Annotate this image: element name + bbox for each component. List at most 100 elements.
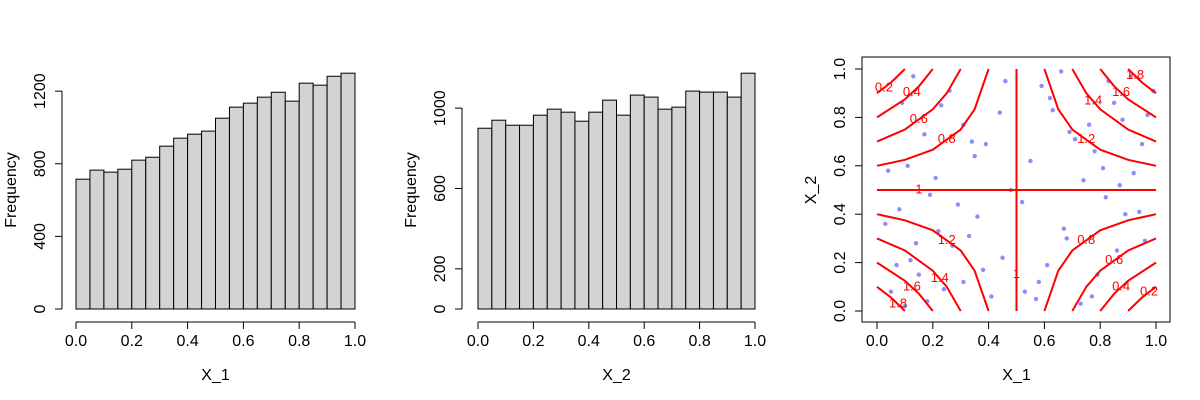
bar (491, 119, 507, 310)
contour-line (1127, 286, 1157, 312)
x-axis-label: X_2 (602, 367, 631, 384)
point (1092, 149, 1097, 154)
contour-label: 1.4 (931, 270, 949, 285)
contour-line (1071, 237, 1157, 312)
contour-line (1043, 68, 1157, 167)
point (955, 202, 961, 207)
point (1137, 209, 1142, 214)
contour-line (876, 68, 962, 143)
y-tick-label: 0.2 (832, 251, 849, 273)
y-tick-label: 0.6 (832, 155, 849, 177)
point (972, 153, 977, 159)
point (1050, 107, 1055, 113)
contour-label: 0.4 (1112, 279, 1130, 294)
y-axis-label: Frequency (3, 152, 20, 228)
point (1089, 294, 1095, 299)
point (1072, 136, 1078, 142)
point (883, 221, 888, 227)
point (902, 303, 908, 309)
contour-label: 0.2 (875, 79, 893, 94)
x-tick-label: 0.4 (578, 333, 600, 350)
point (911, 74, 916, 79)
point (975, 214, 980, 219)
bar (75, 178, 91, 310)
point (1036, 279, 1042, 285)
point (897, 207, 902, 212)
y-tick-label: 800 (32, 150, 49, 177)
bar (505, 124, 521, 310)
point (941, 287, 947, 292)
contour-label: 0.8 (938, 131, 956, 146)
x-tick-label: 0.8 (688, 333, 710, 350)
point (966, 233, 972, 239)
point (1139, 141, 1145, 147)
bar (712, 91, 728, 310)
point (961, 279, 966, 285)
point (1117, 182, 1122, 188)
point (885, 168, 891, 173)
contour-label: 1.6 (903, 279, 921, 294)
point (936, 228, 941, 234)
y-tick-label: 1.0 (832, 58, 849, 80)
panel: 0.0 0.2 0.4 0.6 0.8 1.0 0 200 600 1000 X_2 Frequenc… (403, 72, 766, 384)
bar (145, 156, 161, 310)
contour-line (876, 68, 934, 119)
bar (131, 159, 147, 310)
contour-label: 1.8 (889, 296, 907, 311)
bar (602, 99, 618, 310)
point (1103, 195, 1108, 200)
bar (159, 145, 175, 310)
point (1123, 212, 1128, 217)
x-tick-label: 1.0 (344, 333, 366, 350)
bar (616, 114, 631, 310)
bar (643, 96, 659, 310)
contour-line (876, 68, 990, 167)
bar (574, 120, 590, 310)
bar (201, 130, 217, 310)
contour-label: 1.8 (1126, 67, 1144, 82)
y-tick-label: 0 (432, 304, 449, 313)
bar (215, 117, 230, 310)
bar (532, 114, 548, 310)
bar (477, 127, 493, 310)
point (1028, 158, 1033, 164)
bar (726, 96, 742, 310)
y-axis-label: Frequency (403, 152, 420, 228)
y-tick-label: 1000 (432, 90, 449, 126)
contour-line (1127, 68, 1157, 94)
bar (173, 137, 189, 310)
point (1128, 74, 1134, 79)
point (1033, 296, 1039, 302)
bar (89, 169, 105, 310)
bar (117, 168, 133, 310)
y-tick-label: 0.8 (832, 106, 849, 128)
x-tick-label: 0.2 (922, 333, 944, 350)
bar (326, 75, 342, 310)
contour-line (876, 237, 962, 312)
x-tick-label: 0.8 (288, 333, 310, 350)
x-tick-label: 0.6 (633, 333, 655, 350)
point (1131, 170, 1136, 176)
x-axis-label: X_1 (201, 367, 230, 384)
x-tick-label: 0.2 (522, 333, 544, 350)
x-tick-label: 0.0 (467, 333, 489, 350)
contour-label: 1.2 (1077, 131, 1095, 146)
bar (740, 72, 756, 310)
point (894, 262, 899, 268)
point (1047, 95, 1053, 101)
point (1044, 262, 1050, 268)
bar (270, 91, 286, 310)
contour-line (876, 261, 934, 312)
point (938, 103, 944, 108)
point (908, 257, 913, 263)
bar (228, 106, 244, 310)
point (1100, 166, 1106, 171)
y-tick-label: 600 (432, 175, 449, 202)
point (980, 267, 986, 273)
bar (340, 72, 356, 310)
x-tick-label: 0.0 (866, 333, 888, 350)
contour-label: 0.4 (903, 84, 921, 99)
point (933, 175, 938, 181)
bar (284, 100, 300, 310)
point (1067, 129, 1072, 135)
